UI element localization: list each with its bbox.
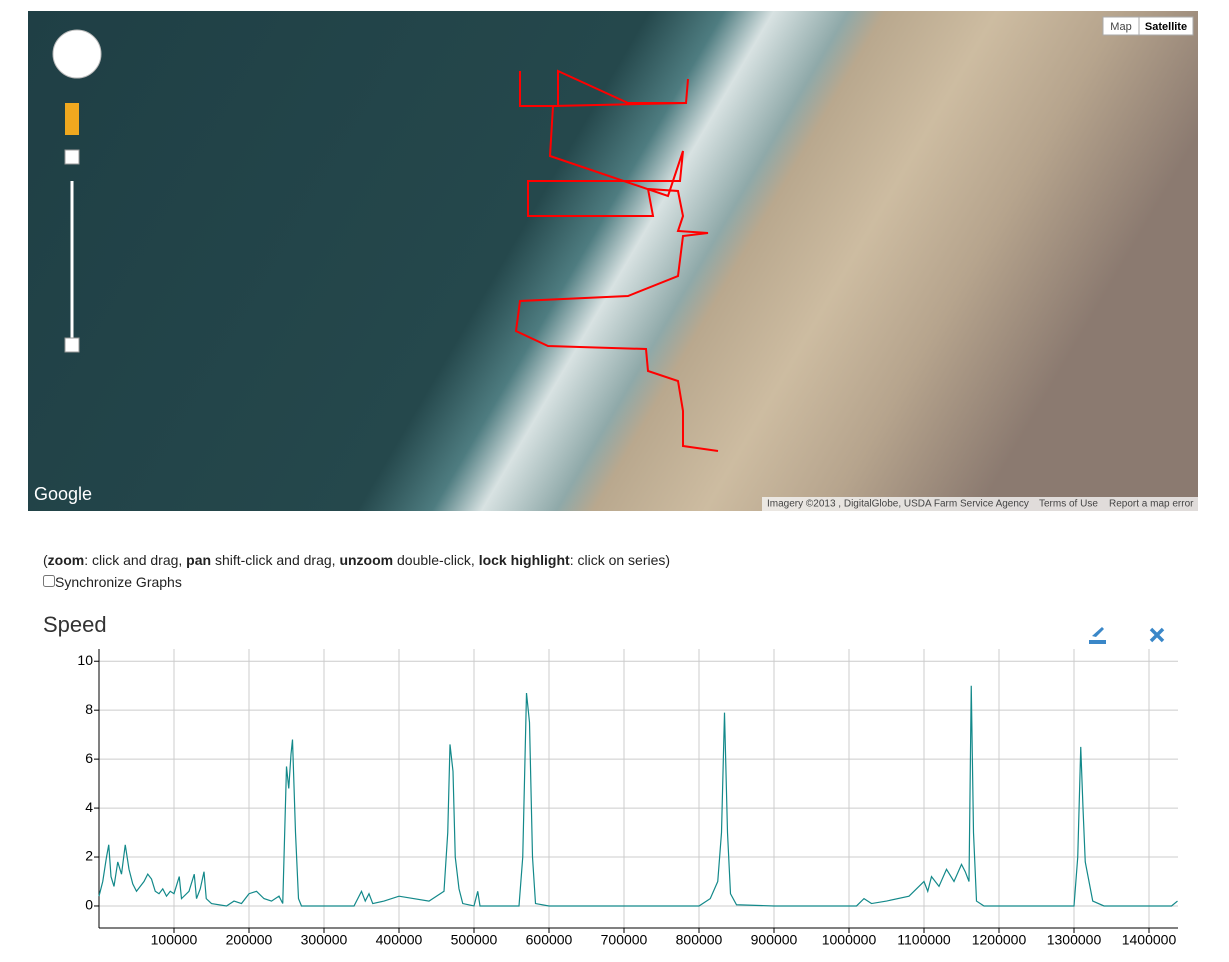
satellite-button[interactable] [1138,16,1194,36]
x-tick-label: 700000 [601,932,648,948]
satellite-imagery [28,11,1198,511]
pegman[interactable] [65,103,79,135]
attribution: Imagery ©2013 , DigitalGlobe, USDA Farm … [767,499,1029,510]
x-tick-label: 1300000 [1047,932,1102,948]
instruction-text: zoom [47,552,85,568]
zoom-in[interactable] [64,149,80,165]
map-button-label[interactable]: Map [1110,21,1131,33]
x-tick-label: 300000 [301,932,348,948]
pan-control[interactable] [52,29,102,79]
chart-title: Speed [43,612,107,637]
instructions: (zoom: click and drag, pan shift-click a… [43,552,670,568]
y-tick-label: 8 [85,701,93,717]
terms-link[interactable]: Terms of Use [1039,499,1098,510]
close-icon[interactable] [1149,627,1165,643]
x-tick-label: 1100000 [897,932,951,948]
instruction-text: pan [186,552,212,568]
chart: Speed 0 2 4 6 8 10 100000 200000 300000 400000 500… [43,612,1178,948]
instruction-text: : click on series) [569,552,671,568]
zoom-out[interactable] [64,337,80,353]
y-tick-label: 6 [85,750,93,766]
instruction-text: ( [43,552,48,568]
x-tick-label: 400000 [376,932,423,948]
instruction-text: double-click, [393,552,479,568]
y-tick-label: 2 [85,848,93,864]
x-tick-label: 800000 [676,932,723,948]
series-line [98,685,1178,907]
track [514,69,719,452]
x-tick-label: 100000 [151,932,198,948]
instruction-text: : click and drag, [84,552,187,568]
report-link[interactable]: Report a map error [1109,499,1194,510]
x-tick-label: 1000000 [822,932,877,948]
map[interactable]: Map Satellite Google Imagery ©2013 , Dig… [28,11,1198,511]
y-tick-label: 0 [85,897,93,913]
instruction-text: unzoom [339,552,394,568]
y-tick-label: 4 [85,799,93,815]
download-icon[interactable] [1089,627,1106,644]
instruction-text: lock highlight [478,552,570,568]
x-tick-label: 200000 [226,932,273,948]
sync-label[interactable]: Synchronize Graphs [55,574,182,590]
x-tick-label: 900000 [751,932,798,948]
sync-checkbox[interactable] [43,575,55,587]
attribution-bar [762,497,1198,511]
x-tick-label: 1200000 [972,932,1027,948]
x-tick-label: 1400000 [1122,932,1177,948]
x-tick-label: 600000 [526,932,573,948]
x-tick-label: 500000 [451,932,498,948]
sync-row: Synchronize Graphs [43,574,182,590]
instruction-text: shift-click and drag, [211,552,340,568]
satellite-button-label[interactable]: Satellite [1145,21,1187,33]
google-logo: Google [34,484,92,504]
y-tick-label: 10 [77,652,93,668]
